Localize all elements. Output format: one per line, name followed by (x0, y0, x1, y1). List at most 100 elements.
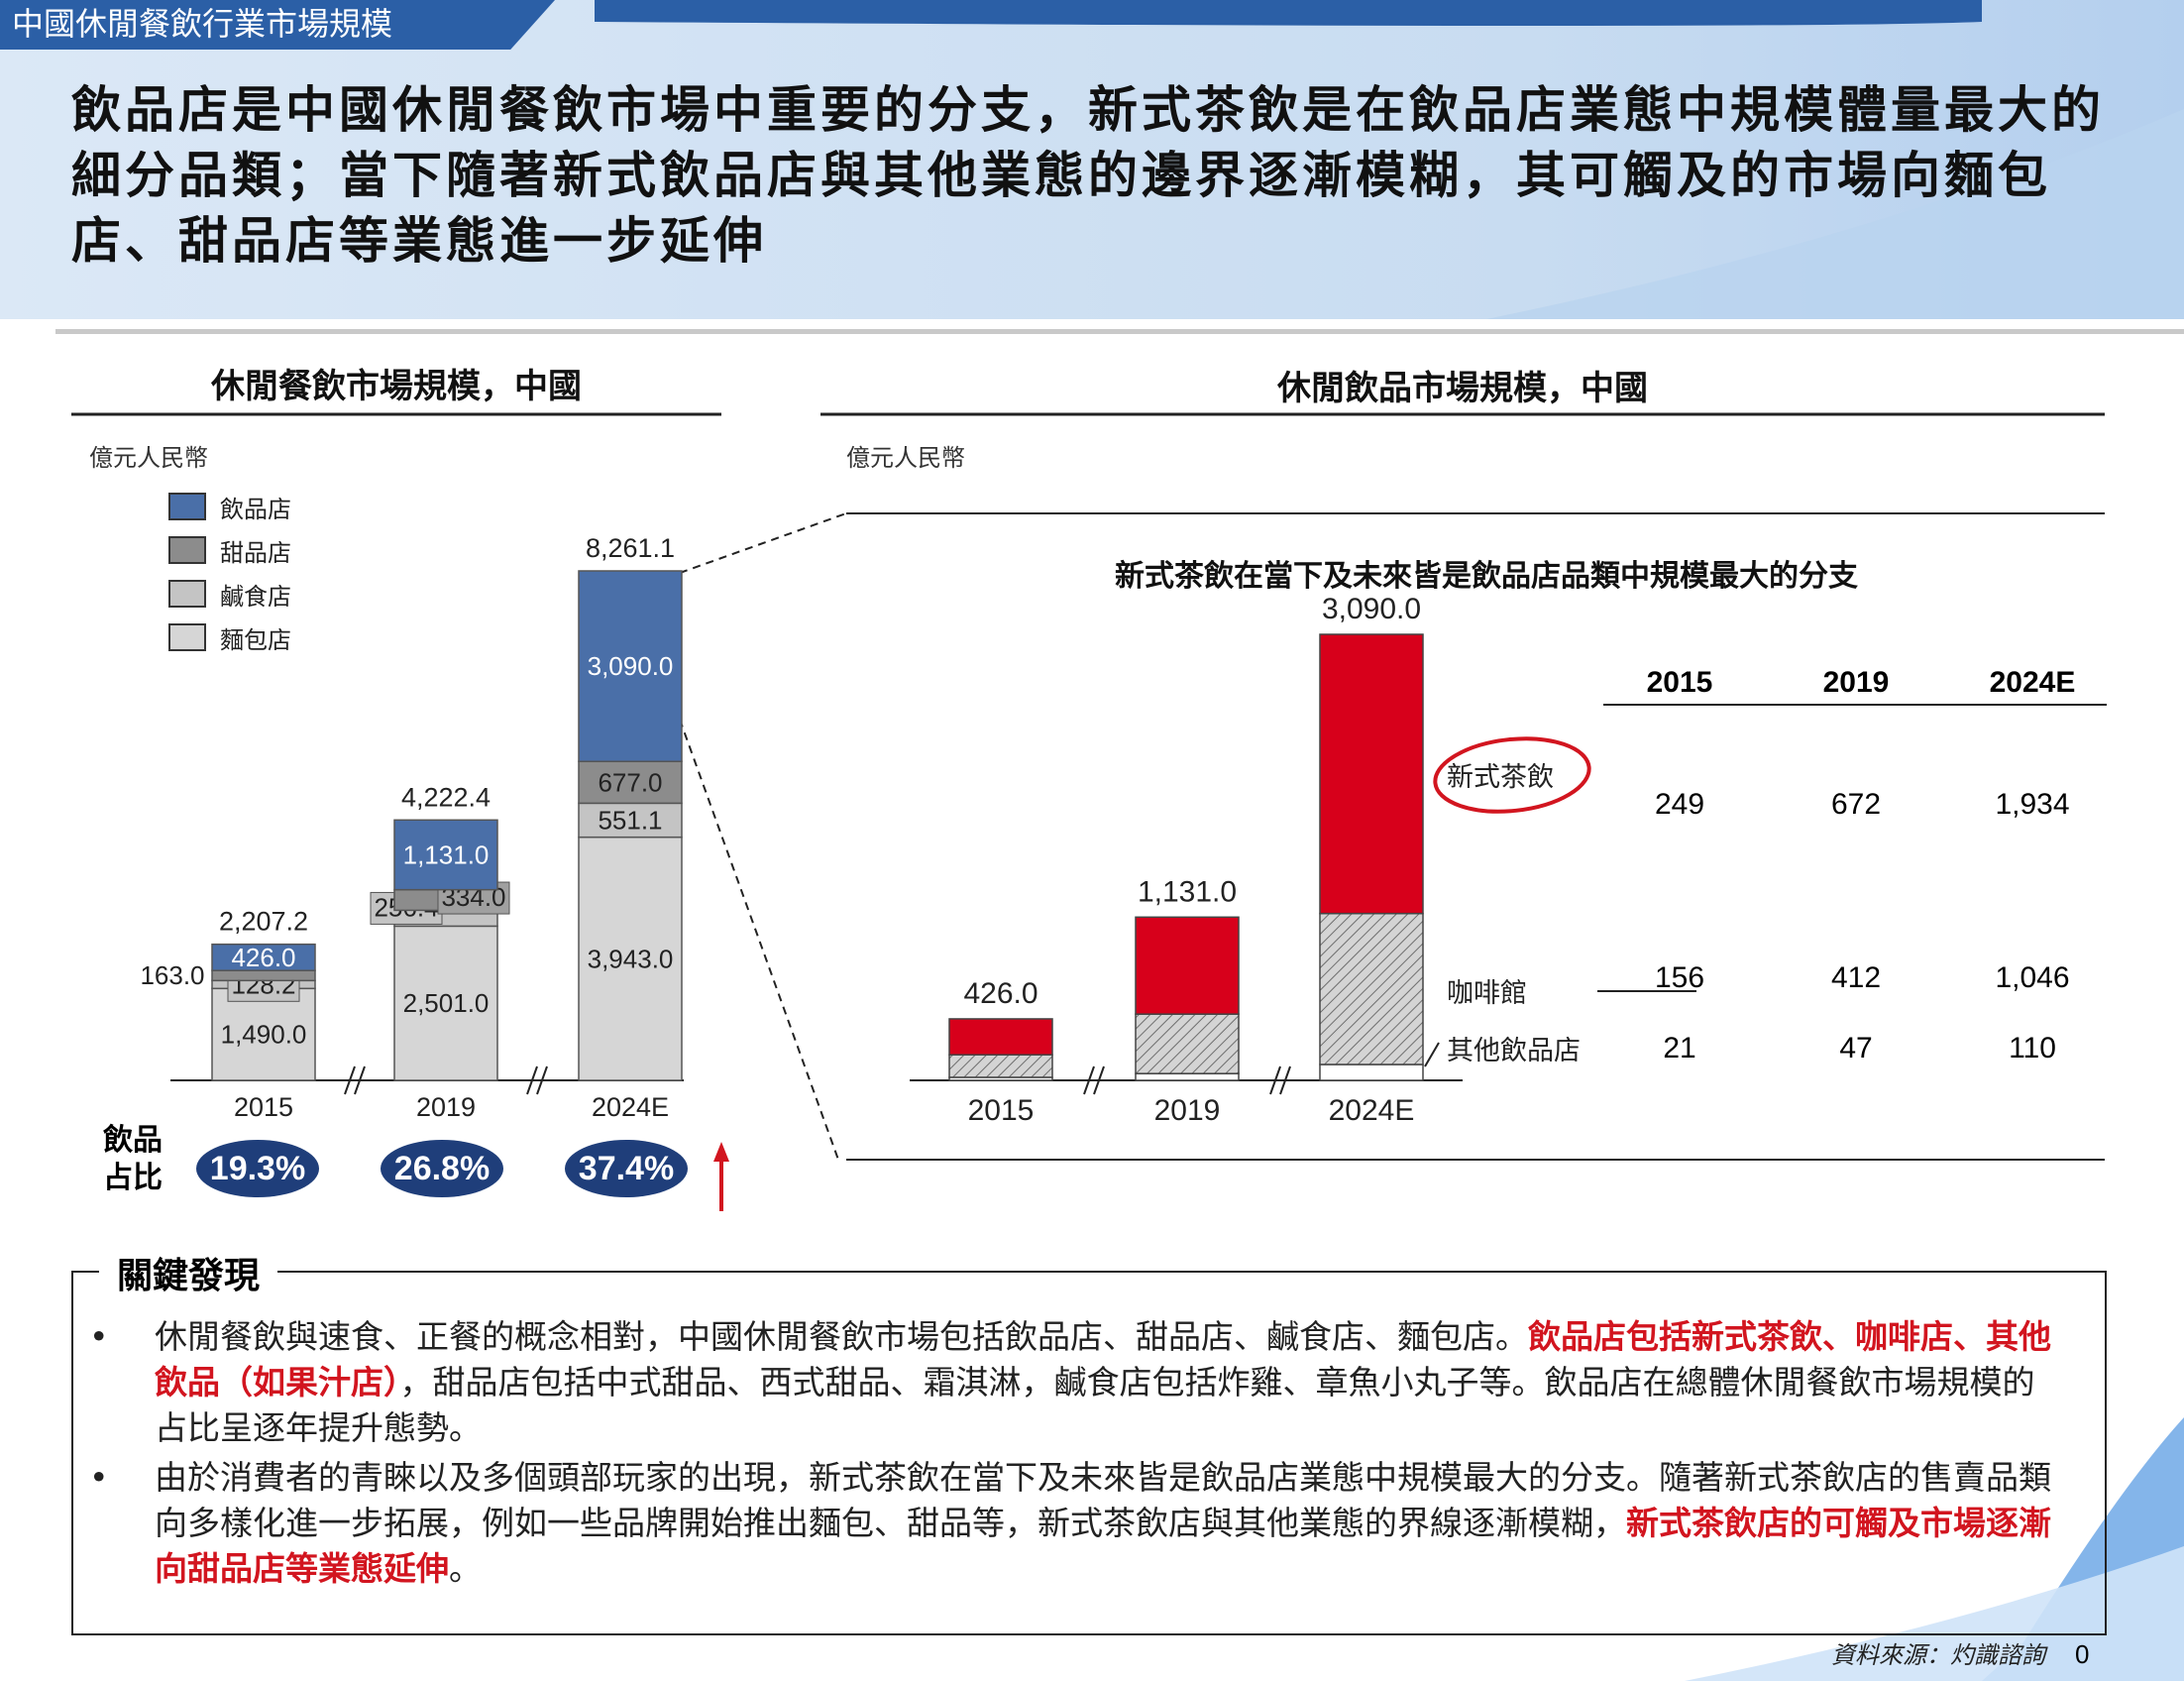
header-divider (55, 329, 2184, 334)
table-cell: 1,046 (1995, 961, 2070, 994)
source-note: 資料來源：灼識諮詢 (1831, 1641, 2045, 1669)
bar-segment-0 (1319, 1064, 1424, 1081)
table-cell: 672 (1830, 788, 1882, 821)
zoom-connector-bottom (679, 719, 839, 1161)
increase-arrow-head (713, 1142, 729, 1162)
right-chart-subtitle: 新式茶飲在當下及未來皆是飲品店品類中規模最大的分支 (1115, 559, 1858, 594)
bar-segment-1 (1319, 912, 1424, 1065)
share-label: 飲品 占比 (103, 1123, 163, 1195)
legend-item-dessert: 甜品店 (168, 535, 291, 567)
bar-segment-1 (948, 1054, 1053, 1078)
key-findings-box (71, 1271, 2107, 1635)
x-tick-label: 2019 (1154, 1094, 1221, 1127)
key-findings-title: 關鍵發現 (99, 1247, 278, 1298)
zoom-connector-top (679, 512, 847, 574)
right-stacked-chart: 426.0 2015 1,131.0 2019 3,090.0 2024E (910, 593, 1463, 1127)
right-unit-label: 億元人民幣 (846, 444, 965, 472)
table-header-underline (1603, 704, 2107, 706)
legend-swatch (168, 580, 206, 608)
bar-value-label: 1,131.0 (403, 840, 490, 869)
axis-break (1083, 1065, 1095, 1095)
bar-segment-2 (948, 1018, 1053, 1056)
finding-1-highlight: 飲品店包括新式茶飲、咖啡店、其他飲品（如果汁店） (155, 1317, 2051, 1401)
bar-total-label: 426.0 (963, 977, 1037, 1010)
table-cell: 156 (1654, 961, 1705, 994)
legend-label: 鹹食店 (220, 582, 291, 611)
x-tick-label: 2024E (592, 1092, 669, 1122)
axis-break (344, 1065, 356, 1095)
finding-2-part-b: 。 (449, 1549, 482, 1588)
table-header-2024e: 2024E (1989, 666, 2076, 699)
bar-value-label: 3,943.0 (588, 944, 674, 973)
left-stacked-chart: 1,490.0128.2163.0426.02,207.220152,501.0… (140, 533, 684, 1122)
header-wave (1486, 109, 2184, 319)
bar-total-label: 3,090.0 (1322, 593, 1421, 625)
share-pill-2024e: 37.4% (565, 1140, 688, 1197)
bar-total-label: 4,222.4 (401, 782, 491, 812)
finding-bullet-1: • 休閒餐飲與速食、正餐的概念相對，中國休閒餐飲市場包括飲品店、甜品店、鹹食店、… (89, 1314, 2061, 1451)
axis-break (1279, 1065, 1291, 1095)
axis-break (354, 1065, 366, 1095)
legend-label: 甜品店 (220, 538, 291, 567)
table-cell: 110 (2009, 1032, 2056, 1065)
legend-label: 飲品店 (220, 495, 291, 523)
bar-segment-3 (578, 570, 683, 763)
legend-label: 麵包店 (220, 625, 291, 654)
header-top-bar (595, 0, 1982, 26)
finding-text-1: 休閒餐飲與速食、正餐的概念相對，中國休閒餐飲市場包括飲品店、甜品店、鹹食店、麵包… (155, 1314, 2061, 1451)
finding-2-part-a: 由於消費者的青睞以及多個頭部玩家的出現，新式茶飲在當下及未來皆是飲品店業態中規模… (155, 1458, 2051, 1542)
page-number: 0 (2075, 1639, 2090, 1669)
legend-item-bakery: 麵包店 (168, 622, 291, 654)
highlight-circle (1433, 736, 1591, 814)
headline: 飲品店是中國休閒餐飲市場中重要的分支，新式茶飲是在飲品店業態中規模體量最大的細分… (71, 80, 2105, 270)
bar-segment-2 (578, 760, 683, 805)
table-cell: 21 (1663, 1032, 1696, 1065)
table-cell: 412 (1830, 961, 1882, 994)
bar-segment-2 (1319, 633, 1424, 915)
table-row-label-tea: 新式茶飲 (1447, 762, 1554, 793)
table-row-label-coffee: 咖啡館 (1447, 978, 1527, 1009)
bar-segment-2 (1135, 916, 1240, 1015)
bar-segment-0 (1135, 1072, 1240, 1081)
axis-break (1269, 1065, 1281, 1095)
bar-total-label: 1,131.0 (1138, 875, 1237, 908)
legend-swatch (168, 623, 206, 651)
legend-swatch (168, 493, 206, 520)
left-unit-label: 億元人民幣 (89, 444, 208, 472)
x-tick-label: 2019 (416, 1092, 476, 1122)
finding-1-part-a: 休閒餐飲與速食、正餐的概念相對，中國休閒餐飲市場包括飲品店、甜品店、鹹食店、麵包… (155, 1317, 1528, 1356)
bar-value-label: 2,501.0 (403, 988, 490, 1018)
share-pill-2019: 26.8% (381, 1140, 503, 1197)
bar-value-label: 3,090.0 (588, 651, 674, 681)
x-tick-label: 2015 (968, 1094, 1035, 1127)
bullet-dot: • (89, 1458, 109, 1497)
bar-total-label: 8,261.1 (586, 533, 675, 563)
bar-value-label: 551.1 (598, 806, 662, 836)
bar-segment-0 (393, 925, 498, 1081)
table-header-2015: 2015 (1646, 666, 1713, 699)
section-tab: 中國休閒餐飲行業市場規模 (0, 0, 555, 50)
other-label-pointer (1424, 1042, 1440, 1067)
table-cell: 47 (1839, 1032, 1873, 1065)
bar-segment-1 (1135, 1013, 1240, 1074)
axis-break (536, 1065, 548, 1095)
bar-value-label: 677.0 (598, 767, 662, 797)
finding-1-part-b: ，甜品店包括中式甜品、西式甜品、霜淇淋，鹹食店包括炸雞、章魚小丸子等。飲品店在總… (155, 1363, 2035, 1447)
bar-segment-1 (578, 802, 683, 839)
bar-value-label: 163.0 (140, 960, 204, 990)
left-panel-title: 休閒餐飲市場規模，中國 (211, 367, 582, 406)
axis-break (526, 1065, 538, 1095)
finding-bullet-2: • 由於消費者的青睞以及多個頭部玩家的出現，新式茶飲在當下及未來皆是飲品店業態中… (89, 1455, 2061, 1592)
axis-break (1093, 1065, 1105, 1095)
table-header-2019: 2019 (1822, 666, 1890, 699)
share-pill-2015: 19.3% (196, 1140, 319, 1197)
bar-value-label: 1,490.0 (221, 1020, 307, 1050)
corner-wave-light (1685, 1546, 2184, 1681)
legend-swatch (168, 536, 206, 564)
finding-2-highlight: 新式茶飲店的可觸及市場逐漸向甜品店等業態延伸 (155, 1504, 2051, 1588)
bar-segment-0 (211, 987, 316, 1081)
table-cell: 249 (1654, 788, 1705, 821)
legend-item-drinks: 飲品店 (168, 492, 291, 523)
